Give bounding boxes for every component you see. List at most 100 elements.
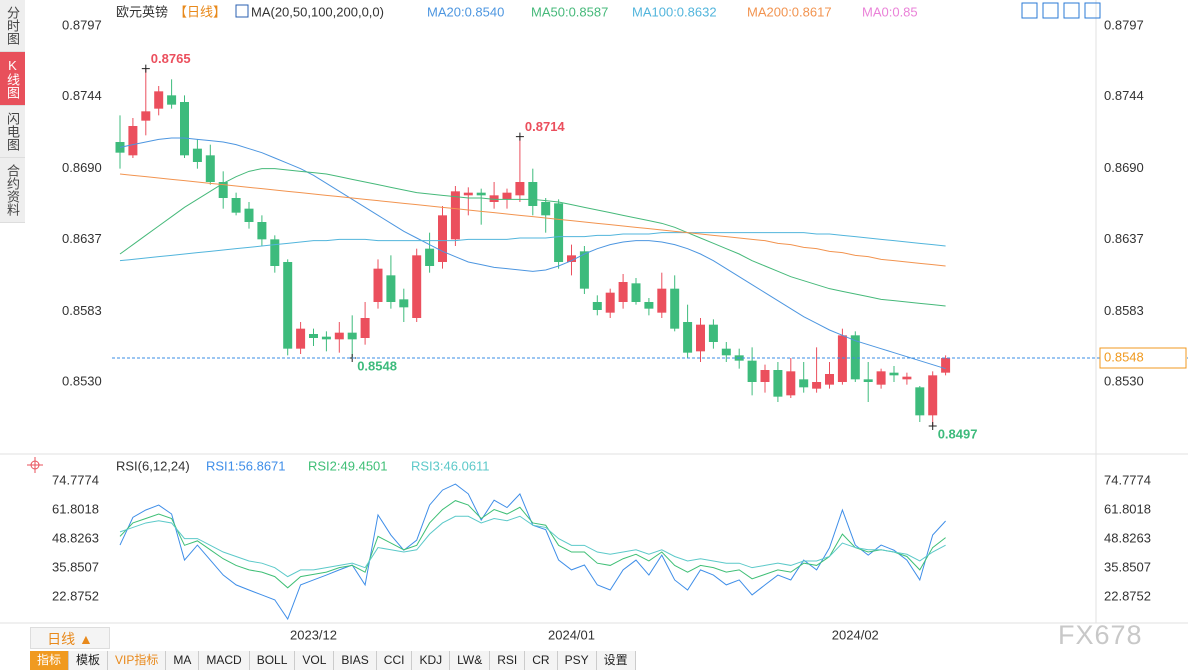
toolbar-button[interactable]: 设置 xyxy=(596,651,636,670)
candle-body xyxy=(205,155,215,182)
legend-entry: MA200:0.8617 xyxy=(747,4,832,19)
toolbar-button[interactable]: VOL xyxy=(295,651,335,670)
candle-body xyxy=(605,292,615,313)
candle-body xyxy=(825,374,834,385)
candle-body xyxy=(670,288,680,329)
candle-body xyxy=(489,195,499,202)
candle-body xyxy=(708,324,718,342)
candle-body xyxy=(425,248,435,266)
toolbar-button[interactable]: LW& xyxy=(450,651,491,670)
toolbar-button[interactable]: BOLL xyxy=(249,651,296,670)
candle-body xyxy=(928,375,938,416)
icon[interactable] xyxy=(1063,2,1080,19)
legend-entry: MA100:0.8632 xyxy=(632,4,717,19)
toolbar-button[interactable]: BIAS xyxy=(334,651,377,670)
y-tick-label: 0.8637 xyxy=(62,231,102,246)
y-tick-label-right: 74.7774 xyxy=(1104,472,1151,487)
extreme-label: 0.8765 xyxy=(151,51,191,66)
rsi-title: RSI(6,12,24) xyxy=(116,458,190,473)
candle-body xyxy=(773,370,783,397)
toolbar-icons xyxy=(1021,2,1101,19)
candle-body xyxy=(154,91,164,109)
candle-body xyxy=(554,203,564,262)
toolbar-button[interactable]: MA xyxy=(166,651,200,670)
ma-line xyxy=(119,168,946,307)
toolbar-button[interactable]: KDJ xyxy=(412,651,451,670)
y-tick-label-right: 0.8530 xyxy=(1104,373,1144,388)
candle-body xyxy=(412,255,422,318)
rsi-line xyxy=(119,515,946,578)
candle-body xyxy=(270,239,280,266)
icon[interactable] xyxy=(1042,2,1059,19)
candle-body xyxy=(463,192,473,196)
toolbar-button[interactable]: MACD xyxy=(199,651,250,670)
legend-entry: RSI3:46.0611 xyxy=(411,458,490,473)
toolbar-button[interactable]: RSI xyxy=(490,651,526,670)
extreme-marker xyxy=(928,422,937,430)
period-button[interactable]: 日线 ▲ xyxy=(30,627,110,649)
legend-entry: MA20:0.8540 xyxy=(427,4,504,19)
candle-body xyxy=(850,335,860,380)
candle-body xyxy=(450,191,460,240)
toolbar-button[interactable]: CCI xyxy=(376,651,413,670)
x-tick-label: 2024/02 xyxy=(832,627,879,642)
toolbar-button[interactable]: 模板 xyxy=(69,651,109,670)
candle-body xyxy=(347,332,357,340)
period-label: 【日线】 xyxy=(174,4,226,19)
candle-body xyxy=(876,371,886,385)
y-tick-label-right: 0.8744 xyxy=(1104,88,1144,103)
last-price-label: 0.8548 xyxy=(1104,349,1144,364)
sidebar-tab[interactable]: 分时图 xyxy=(0,0,25,52)
toolbar-button[interactable]: 指标 xyxy=(30,651,70,670)
candle-body xyxy=(438,215,447,262)
x-tick-label: 2024/01 xyxy=(548,627,595,642)
extreme-marker xyxy=(141,64,150,73)
y-tick-label-right: 0.8797 xyxy=(1104,17,1144,32)
candle-body xyxy=(115,142,125,153)
legend-entry: RSI1:56.8671 xyxy=(206,458,286,473)
rsi-line xyxy=(119,500,946,589)
toolbar-button[interactable]: CR xyxy=(525,651,558,670)
candle-body xyxy=(180,102,189,156)
last-price-box xyxy=(1099,347,1187,369)
icon[interactable] xyxy=(1021,2,1038,19)
candle-body xyxy=(812,382,822,389)
extreme-label: 0.8714 xyxy=(525,119,566,134)
candle-body xyxy=(592,302,602,310)
y-tick-label: 0.8690 xyxy=(62,160,102,175)
candle-body xyxy=(941,358,951,373)
candle-body xyxy=(902,376,912,380)
candle-body xyxy=(309,334,318,338)
y-tick-label-right: 0.8637 xyxy=(1104,231,1144,246)
candle-body xyxy=(360,318,370,338)
y-tick-label: 48.8263 xyxy=(52,530,99,545)
candle-body xyxy=(541,202,551,216)
sidebar-tab[interactable]: K线图 xyxy=(0,52,25,106)
candle-body xyxy=(321,336,331,340)
candle-body xyxy=(579,251,589,289)
candle-body xyxy=(476,192,486,196)
candle-body xyxy=(799,379,809,388)
candle-body xyxy=(631,283,641,302)
candle-body xyxy=(334,332,344,340)
ma-line xyxy=(119,173,946,267)
y-tick-label: 61.8018 xyxy=(52,501,99,516)
y-tick-label: 22.8752 xyxy=(52,588,99,603)
icon[interactable] xyxy=(1084,2,1101,19)
y-tick-label-right: 48.8263 xyxy=(1104,530,1151,545)
legend-entry: MA50:0.8587 xyxy=(531,4,608,19)
extreme-label: 0.8497 xyxy=(938,426,978,441)
y-tick-label-right: 0.8690 xyxy=(1104,160,1144,175)
candle-body xyxy=(218,182,228,198)
indicator-icon[interactable] xyxy=(235,4,249,18)
candle-body xyxy=(696,324,705,352)
rsi-line xyxy=(119,483,946,621)
sidebar-tab[interactable]: 合约资料 xyxy=(0,158,25,223)
toolbar-button[interactable]: VIP指标 xyxy=(108,651,167,670)
toolbar-button[interactable]: PSY xyxy=(557,651,597,670)
candle-body xyxy=(683,322,693,353)
title: 欧元英镑 xyxy=(116,4,168,19)
sidebar-tab[interactable]: 闪电图 xyxy=(0,106,25,158)
